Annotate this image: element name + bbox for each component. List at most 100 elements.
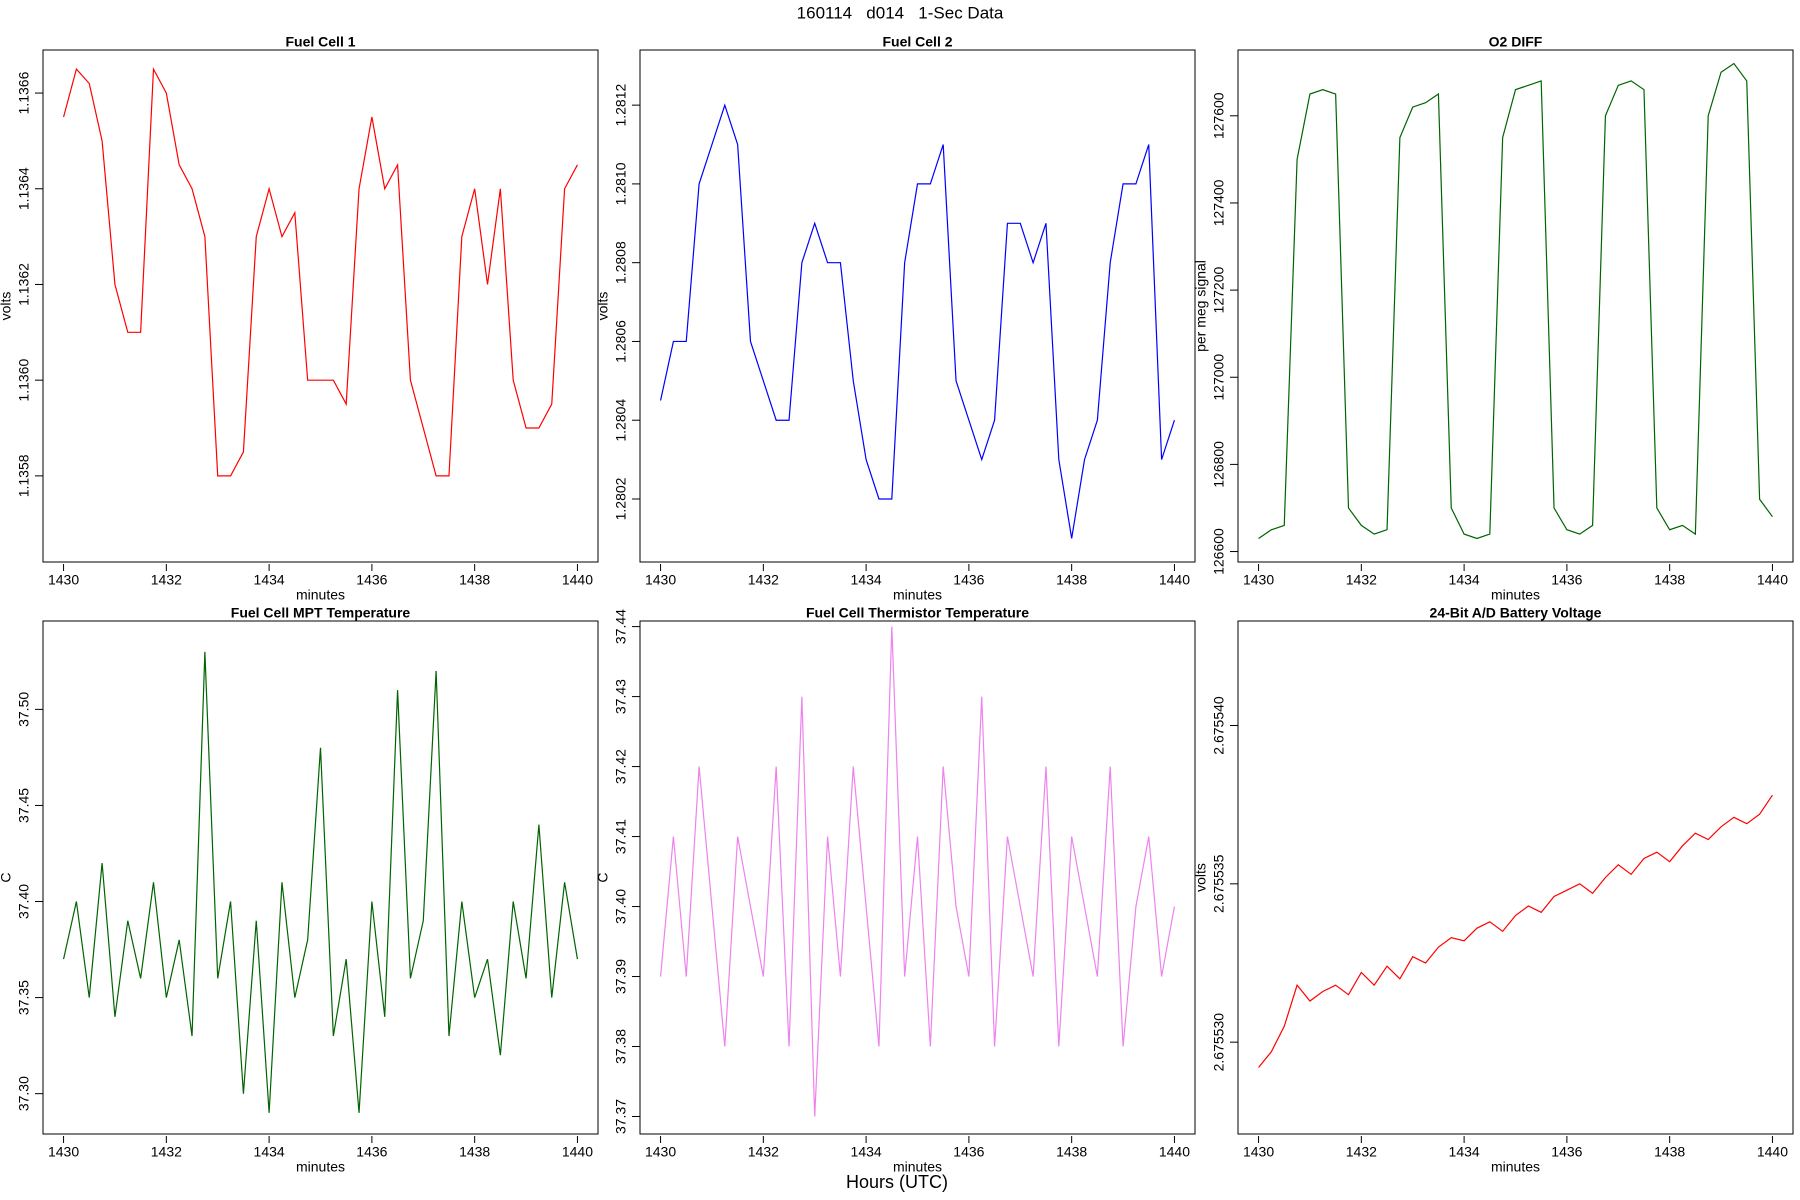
plot-frame <box>1237 49 1794 563</box>
x-axis-label: minutes <box>893 1159 942 1175</box>
y-tick-label: 1.1360 <box>16 359 32 402</box>
y-tick-label: 126800 <box>1211 441 1227 488</box>
x-tick-label: 1440 <box>562 1144 593 1160</box>
x-tick-label: 1440 <box>1757 572 1788 588</box>
x-tick-label: 1430 <box>645 1144 676 1160</box>
y-tick-label: 37.40 <box>613 889 629 924</box>
data-line <box>659 103 1176 539</box>
y-tick-label: 127600 <box>1211 92 1227 139</box>
y-tick-label: 127000 <box>1211 354 1227 401</box>
y-axis-label: volts <box>0 292 14 321</box>
panel-title: 24-Bit A/D Battery Voltage <box>1430 605 1602 621</box>
x-tick-label: 1436 <box>1551 1144 1582 1160</box>
y-tick-label: 2.675535 <box>1211 854 1227 913</box>
x-axis-label: minutes <box>296 587 345 603</box>
x-tick-label: 1440 <box>1159 572 1190 588</box>
y-tick-label: 37.41 <box>613 819 629 854</box>
plot-frame <box>42 49 599 563</box>
page-x-label: Hours (UTC) <box>846 1172 948 1192</box>
panel-title: Fuel Cell Thermistor Temperature <box>806 605 1029 621</box>
x-tick-label: 1432 <box>151 1144 182 1160</box>
y-axis-label: C <box>0 872 14 882</box>
x-axis-label: minutes <box>296 1159 345 1175</box>
y-tick-label: 37.44 <box>613 609 629 644</box>
plot-frame <box>1237 620 1794 1135</box>
data-line <box>62 651 579 1113</box>
x-tick-label: 1434 <box>851 572 882 588</box>
y-tick-label: 127200 <box>1211 267 1227 314</box>
x-axis-label: minutes <box>1491 587 1540 603</box>
x-tick-label: 1438 <box>1654 1144 1685 1160</box>
y-tick-label: 37.40 <box>16 884 32 919</box>
y-tick-label: 1.2812 <box>613 84 629 127</box>
x-tick-label: 1436 <box>356 572 387 588</box>
x-tick-label: 1432 <box>1346 1144 1377 1160</box>
y-tick-label: 1.2806 <box>613 320 629 363</box>
y-tick-label: 1.1358 <box>16 454 32 497</box>
x-tick-label: 1436 <box>953 572 984 588</box>
x-tick-label: 1436 <box>1551 572 1582 588</box>
y-tick-label: 1.2804 <box>613 399 629 442</box>
data-line <box>659 626 1176 1117</box>
x-tick-label: 1430 <box>645 572 676 588</box>
x-axis-label: minutes <box>893 587 942 603</box>
y-tick-label: 37.30 <box>16 1076 32 1111</box>
y-tick-label: 2.675530 <box>1211 1013 1227 1072</box>
x-axis-label: minutes <box>1491 1159 1540 1175</box>
y-tick-label: 126600 <box>1211 528 1227 575</box>
y-tick-label: 37.45 <box>16 788 32 823</box>
x-tick-label: 1438 <box>1654 572 1685 588</box>
y-tick-label: 127400 <box>1211 179 1227 226</box>
panel-title: Fuel Cell 2 <box>882 34 952 50</box>
x-tick-label: 1440 <box>1159 1144 1190 1160</box>
x-tick-label: 1440 <box>562 572 593 588</box>
y-tick-label: 37.37 <box>613 1099 629 1134</box>
y-axis-label: per meg signal <box>1193 260 1209 352</box>
x-tick-label: 1438 <box>1056 572 1087 588</box>
y-axis-label: volts <box>595 292 611 321</box>
y-tick-label: 1.2802 <box>613 477 629 520</box>
x-tick-label: 1436 <box>953 1144 984 1160</box>
x-tick-label: 1438 <box>459 572 490 588</box>
x-tick-label: 1430 <box>1243 1144 1274 1160</box>
data-line <box>62 66 578 477</box>
y-tick-label: 37.43 <box>613 679 629 714</box>
x-tick-label: 1430 <box>1243 572 1274 588</box>
y-tick-label: 37.35 <box>16 980 32 1015</box>
x-tick-label: 1430 <box>48 1144 79 1160</box>
x-tick-label: 1434 <box>254 1144 285 1160</box>
panel-title: Fuel Cell MPT Temperature <box>231 605 411 621</box>
y-tick-label: 1.1364 <box>16 167 32 210</box>
plot-frame <box>639 49 1196 563</box>
x-tick-label: 1438 <box>459 1144 490 1160</box>
plot-frame <box>639 620 1196 1135</box>
x-tick-label: 1440 <box>1757 1144 1788 1160</box>
y-tick-label: 37.38 <box>613 1029 629 1064</box>
y-tick-label: 2.675540 <box>1211 696 1227 755</box>
y-tick-label: 37.50 <box>16 692 32 727</box>
x-tick-label: 1432 <box>748 1144 779 1160</box>
page-title: 160114 d014 1-Sec Data <box>797 3 1004 22</box>
data-line <box>1258 62 1773 540</box>
data-line <box>1258 794 1773 1068</box>
y-tick-label: 1.1366 <box>16 71 32 114</box>
x-tick-label: 1438 <box>1056 1144 1087 1160</box>
y-tick-label: 1.2808 <box>613 241 629 284</box>
y-axis-label: volts <box>1193 863 1209 892</box>
panel-title: Fuel Cell 1 <box>285 34 355 50</box>
x-tick-label: 1434 <box>254 572 285 588</box>
x-tick-label: 1430 <box>48 572 79 588</box>
plot-frame <box>42 620 599 1135</box>
x-tick-label: 1432 <box>151 572 182 588</box>
panel-title: O2 DIFF <box>1489 34 1543 50</box>
x-tick-label: 1434 <box>851 1144 882 1160</box>
x-tick-label: 1432 <box>1346 572 1377 588</box>
y-tick-label: 37.39 <box>613 959 629 994</box>
y-tick-label: 1.2810 <box>613 162 629 205</box>
x-tick-label: 1432 <box>748 572 779 588</box>
y-axis-label: C <box>595 872 611 882</box>
x-tick-label: 1434 <box>1449 1144 1480 1160</box>
x-tick-label: 1436 <box>356 1144 387 1160</box>
x-tick-label: 1434 <box>1449 572 1480 588</box>
